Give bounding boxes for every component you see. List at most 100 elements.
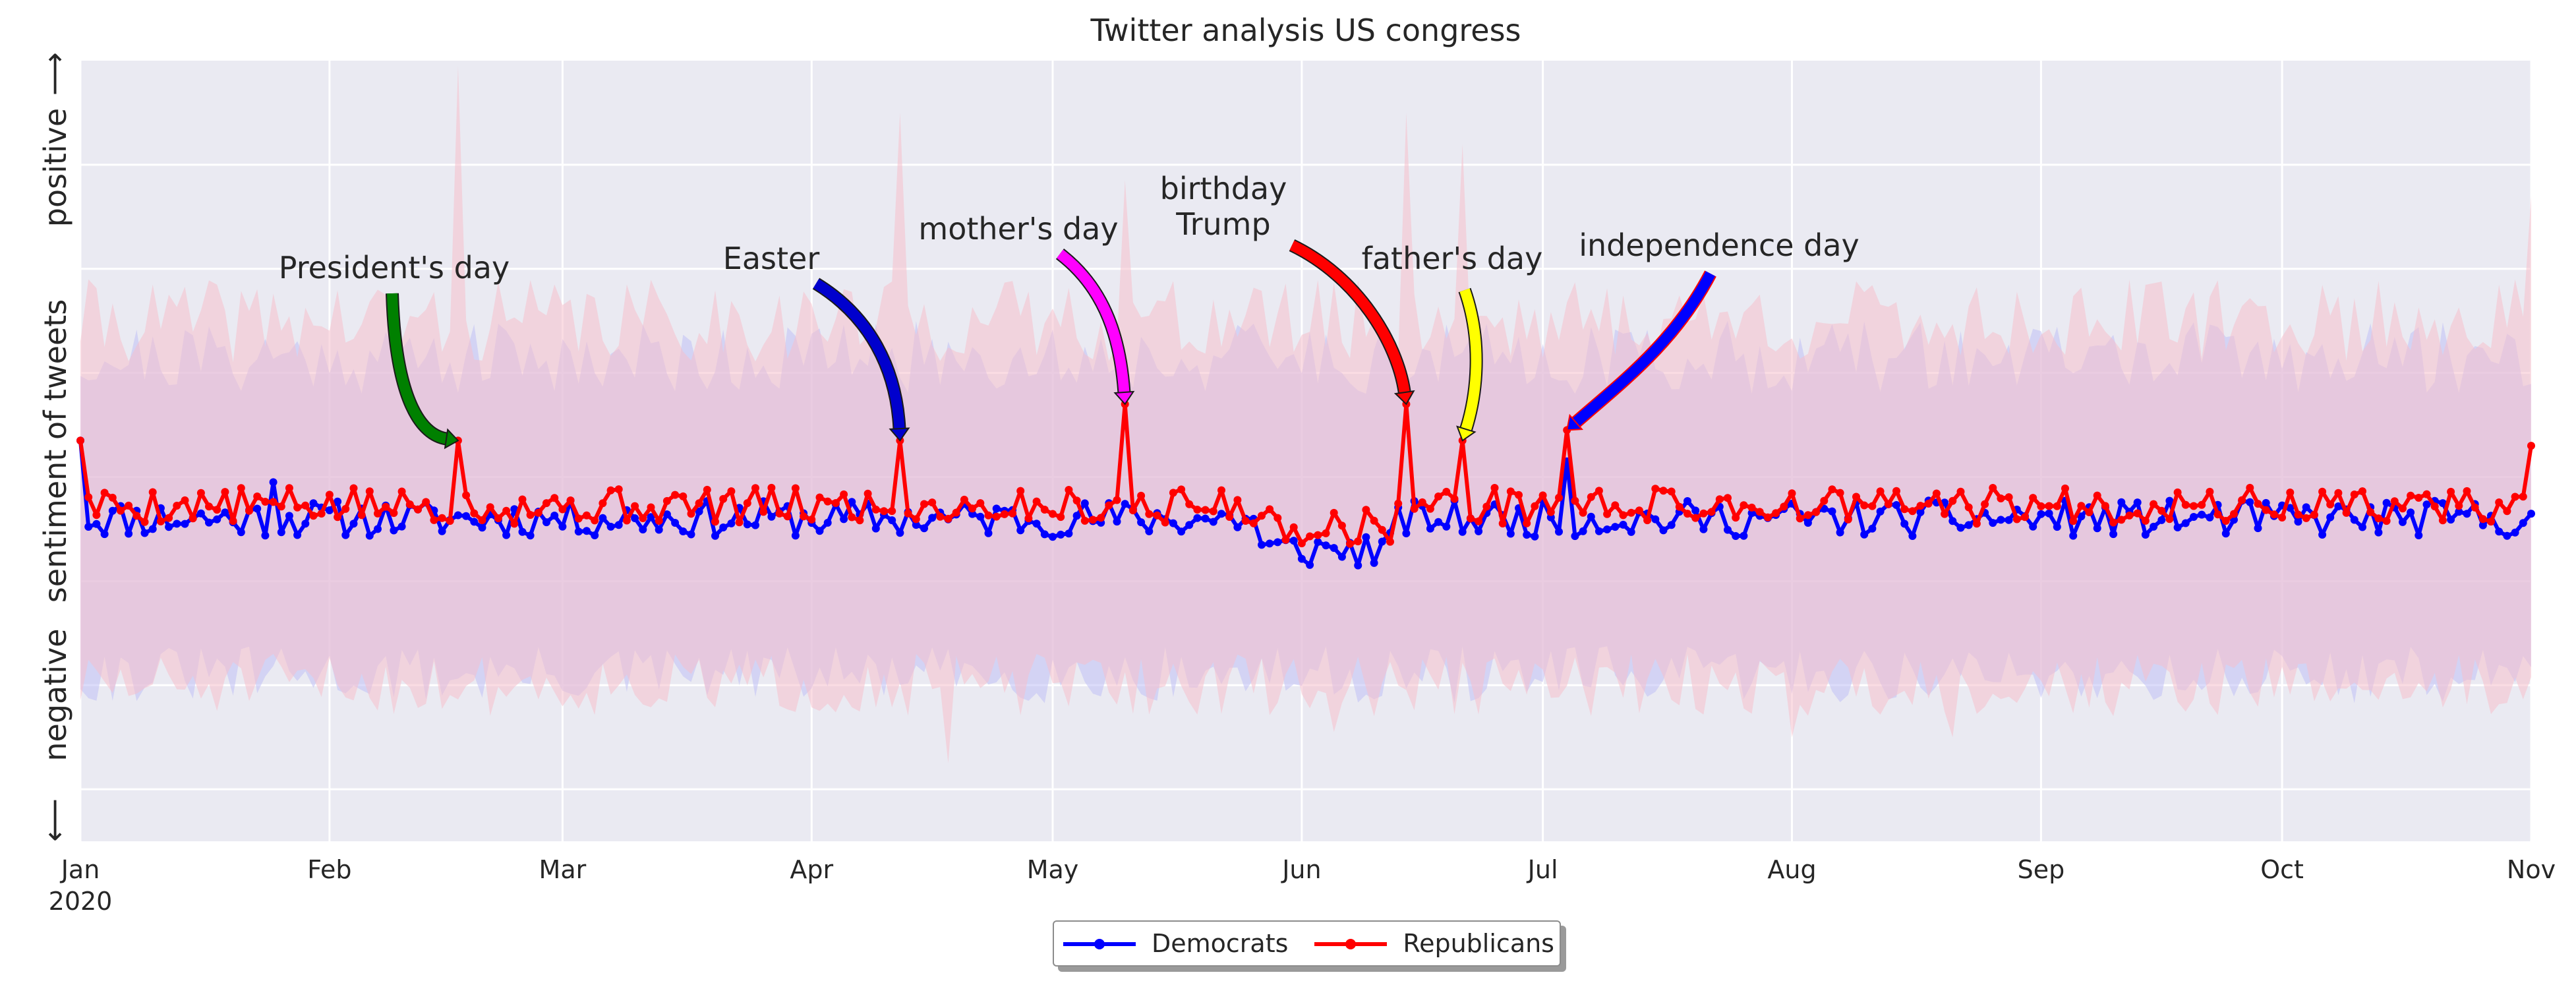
data-point [173,502,181,510]
data-point [912,515,920,523]
data-point [1426,504,1434,513]
data-point [334,513,342,522]
data-point [743,499,751,508]
data-point [269,498,278,506]
data-point [1330,508,1338,517]
data-point [1619,511,1627,520]
data-point [132,512,141,520]
data-point [438,514,446,522]
data-point [1209,518,1217,526]
data-point [285,512,293,520]
data-point [912,521,920,529]
data-point [1330,544,1338,552]
data-point [920,524,928,533]
data-point [662,510,671,519]
data-point [285,484,293,492]
data-point [1659,487,1668,495]
data-point [1458,527,1467,536]
data-point [1169,519,1177,527]
data-point [2407,508,2415,517]
data-point [397,487,406,496]
data-point [1241,517,1250,525]
data-point [614,521,623,529]
data-point [2326,500,2335,509]
data-point [639,514,647,522]
x-tick-label: May [1027,855,1079,884]
data-point [277,502,285,511]
data-point [2061,484,2069,492]
data-point [2206,513,2214,522]
data-point [1908,532,1917,540]
data-point [2302,514,2310,522]
data-point [2133,498,2142,507]
data-point [1587,492,1595,501]
data-point [1032,497,1041,506]
data-point [1828,485,1836,494]
data-point [1997,516,2005,524]
data-point [952,508,960,517]
data-point [341,504,350,513]
annotation: father's day [1362,241,1542,442]
data-point [1603,525,1612,533]
x-tick-label: Oct [2260,855,2304,884]
data-point [1732,514,1740,522]
data-point [2117,516,2126,524]
data-point [2198,510,2206,519]
data-point [1506,529,1515,538]
republicans-swatch [1314,930,1388,957]
data-point [309,499,318,508]
data-point [968,504,977,513]
data-point [1595,487,1603,495]
data-point [2286,504,2295,512]
data-point [1643,516,1652,525]
data-point [1611,523,1620,531]
data-point [2109,530,2118,539]
data-point [1876,507,1885,516]
data-point [478,523,486,532]
data-point [606,486,615,494]
data-point [1651,485,1660,493]
data-point [1040,530,1049,539]
series-democrats [76,436,2535,570]
data-point [1555,493,1563,502]
data-point [558,505,567,514]
data-point [365,531,374,540]
data-point [1378,525,1386,534]
data-point [125,501,133,510]
data-point [984,511,993,520]
data-point [374,509,382,518]
data-point [815,527,824,535]
data-point [1161,518,1169,527]
data-point [2206,487,2214,496]
data-point [992,504,1001,513]
data-point [165,523,173,531]
data-point [277,528,285,537]
data-point [2221,517,2230,525]
data-point [864,489,872,498]
data-point [1587,512,1595,521]
data-point [1442,522,1451,531]
data-point [237,528,245,537]
x-axis-ticks: Jan Feb Mar Apr May Jun Jul Aug Sep Oct Nov 2020 [49,855,2556,916]
data-point [2150,500,2158,508]
data-point [502,531,511,539]
data-point [1201,506,1210,514]
data-point [2246,498,2254,506]
data-point [253,504,262,513]
data-point [2438,516,2447,525]
data-point [904,509,912,518]
data-point [1337,522,1346,530]
data-point [2310,510,2318,519]
data-point [1579,508,1587,517]
data-point [888,516,896,525]
data-point [1306,532,1314,541]
data-point [1763,513,1772,522]
data-point [1803,519,1812,527]
data-point [494,514,502,523]
data-point [1555,527,1563,536]
data-point [1571,496,1579,505]
annotation: mother's day [918,211,1135,405]
data-point [374,525,382,533]
data-point [2326,513,2335,522]
data-point [1603,510,1612,518]
